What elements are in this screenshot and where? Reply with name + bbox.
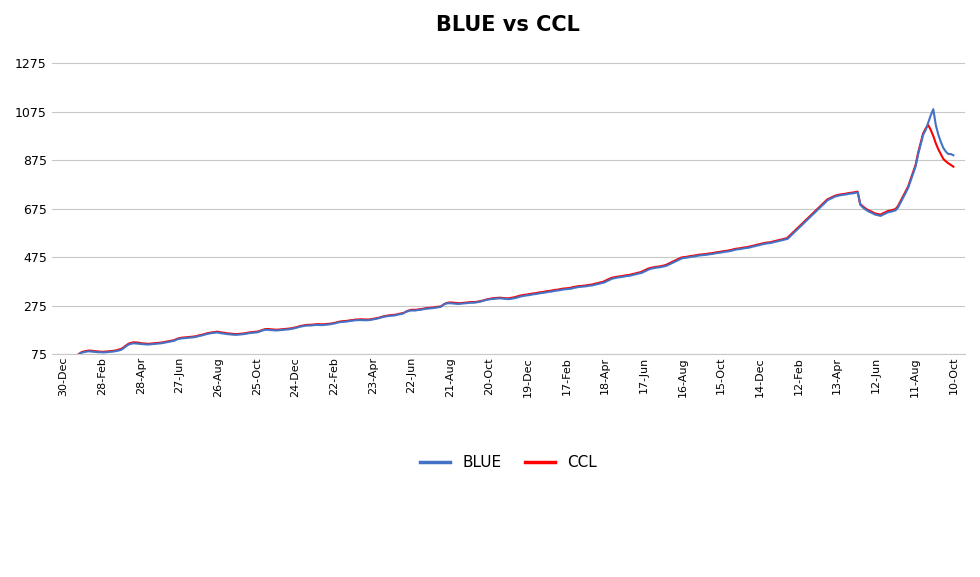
Legend: BLUE, CCL: BLUE, CCL xyxy=(414,449,603,477)
Title: BLUE vs CCL: BLUE vs CCL xyxy=(436,15,580,35)
